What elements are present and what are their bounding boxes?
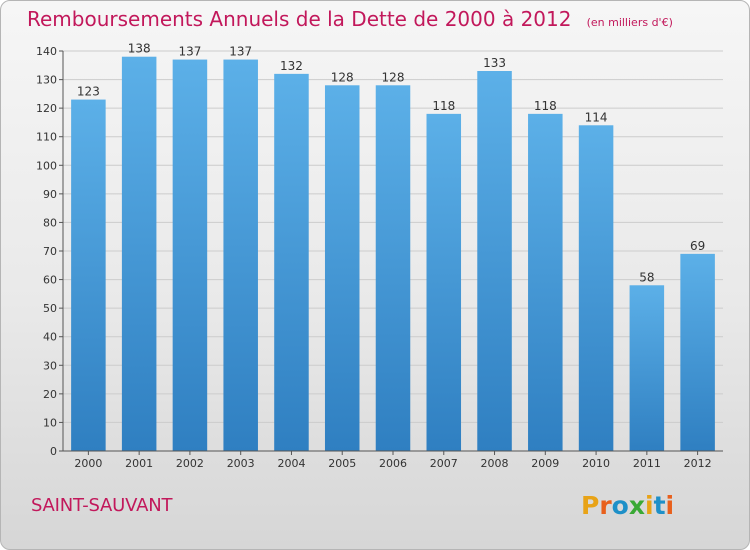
data-label: 137	[229, 45, 252, 59]
data-label: 118	[432, 99, 455, 113]
bar	[324, 85, 360, 452]
logo-letter: o	[611, 491, 629, 520]
logo-letter: x	[628, 491, 645, 520]
data-label: 133	[483, 56, 506, 70]
bar	[172, 59, 208, 451]
x-tick-label: 2000	[74, 457, 102, 470]
x-tick-label: 2002	[176, 457, 204, 470]
logo-letter: i	[665, 491, 675, 520]
bar	[578, 125, 614, 452]
y-tick-label: 90	[43, 188, 57, 201]
chart-title-block: Remboursements Annuels de la Dette de 20…	[27, 7, 673, 31]
data-label: 137	[178, 45, 201, 59]
x-tick-label: 2003	[227, 457, 255, 470]
data-label: 114	[585, 110, 608, 124]
logo-letter: r	[599, 491, 612, 520]
y-tick-label: 20	[43, 388, 57, 401]
x-tick-label: 2006	[379, 457, 407, 470]
bars: 123 138 137 137 132 128 128 118 133 118 114 58 69	[71, 42, 715, 452]
x-tick-label: 2012	[684, 457, 712, 470]
y-tick-label: 130	[36, 74, 57, 87]
bar	[375, 85, 411, 452]
data-label: 58	[639, 270, 654, 284]
y-tick-label: 30	[43, 359, 57, 372]
y-tick-label: 40	[43, 331, 57, 344]
chart-unit: (en milliers d'€)	[586, 16, 673, 29]
bar	[629, 285, 665, 451]
y-tick-label: 10	[43, 416, 57, 429]
logo-letter: i	[645, 491, 654, 520]
x-tick-label: 2008	[481, 457, 509, 470]
data-label: 128	[331, 70, 354, 84]
bar	[477, 71, 512, 451]
x-tick-label: 2010	[582, 457, 610, 470]
x-tick-label: 2005	[328, 457, 356, 470]
data-label: 118	[534, 99, 557, 113]
y-tick-label: 140	[36, 45, 57, 58]
data-label: 132	[280, 59, 303, 73]
y-tick-label: 100	[36, 159, 57, 172]
y-tick-label: 70	[43, 245, 57, 258]
x-tick-label: 2004	[277, 457, 305, 470]
data-label: 123	[77, 85, 100, 99]
y-tick-label: 50	[43, 302, 57, 315]
x-tick-label: 2009	[531, 457, 559, 470]
bar	[121, 56, 157, 451]
y-tick-label: 60	[43, 274, 57, 287]
chart-title: Remboursements Annuels de la Dette de 20…	[27, 7, 572, 31]
data-label: 128	[382, 70, 405, 84]
data-label: 138	[128, 42, 151, 56]
x-tick-label: 2001	[125, 457, 153, 470]
y-tick-label: 120	[36, 102, 57, 115]
commune-name: SAINT-SAUVANT	[31, 495, 173, 516]
axes: 0 10 20 30 40 50 60 70 80 90 100 110 120 130 140 2000 20…	[36, 45, 723, 470]
x-tick-label: 2011	[633, 457, 661, 470]
bar	[528, 113, 563, 451]
bar	[680, 253, 715, 451]
y-tick-label: 80	[43, 216, 57, 229]
data-label: 69	[690, 239, 705, 253]
bar	[426, 113, 462, 451]
bar	[71, 99, 106, 452]
bar	[274, 73, 309, 451]
y-tick-label: 0	[50, 445, 57, 458]
bar	[223, 59, 258, 451]
x-tick-label: 2007	[430, 457, 458, 470]
logo-letter: P	[581, 491, 600, 520]
proxiti-logo[interactable]: Proxiti	[581, 491, 674, 520]
logo-letter: t	[653, 491, 666, 520]
y-tick-label: 110	[36, 131, 57, 144]
